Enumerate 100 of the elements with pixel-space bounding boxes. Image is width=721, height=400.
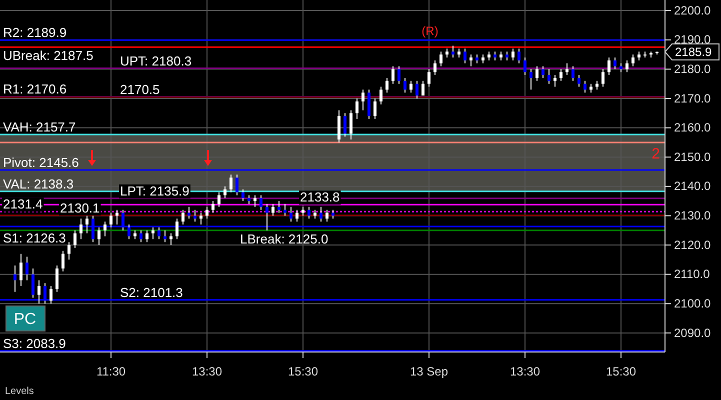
- candlestick: [380, 86, 382, 105]
- ref-line-label: 2130.1: [60, 200, 100, 216]
- candlestick: [194, 209, 196, 222]
- ref-line-label: R1: 2170.6: [3, 82, 67, 97]
- candlestick: [338, 110, 340, 143]
- candlestick: [566, 62, 568, 76]
- candlestick: [536, 66, 538, 82]
- ref-line-label: 2133.8: [300, 190, 340, 205]
- x-tick-label: 15:30: [288, 364, 318, 378]
- candlestick: [614, 56, 616, 70]
- candlestick: [530, 68, 532, 90]
- candlestick: [62, 250, 64, 272]
- candlestick: [98, 226, 100, 246]
- y-tick-label: 2140.0: [674, 179, 712, 194]
- ref-line-label: S3: 2083.9: [3, 336, 66, 351]
- candlestick: [224, 186, 226, 199]
- candlestick: [512, 48, 514, 61]
- candlestick: [434, 60, 436, 76]
- candlestick: [392, 66, 394, 84]
- ref-line-label: UBreak: 2187.5: [3, 48, 94, 64]
- candlestick: [182, 209, 184, 226]
- candlestick: [308, 206, 310, 220]
- candlestick: [464, 48, 466, 64]
- candlestick: [386, 77, 388, 94]
- candlestick: [80, 218, 82, 240]
- ref-line-label: R2: 2189.9: [3, 25, 67, 40]
- candlestick: [272, 203, 274, 216]
- x-tick-label: 11:30: [96, 364, 126, 378]
- candlestick: [626, 60, 628, 73]
- y-tick-label: 2110.0: [674, 267, 710, 282]
- candlestick: [50, 286, 52, 304]
- candlestick: [104, 221, 106, 237]
- candlestick: [524, 56, 526, 76]
- candlestick: [578, 74, 580, 88]
- candlestick: [212, 200, 214, 214]
- candlestick: [20, 253, 22, 287]
- candlestick: [296, 209, 298, 222]
- candlestick: [350, 110, 352, 140]
- y-tick-label: 2160.0: [674, 120, 712, 135]
- candlestick: [422, 80, 424, 96]
- ref-line-label: S1: 2126.3: [3, 230, 66, 246]
- candlestick: [518, 48, 520, 64]
- annotation: PC: [14, 311, 36, 328]
- candlestick: [326, 209, 328, 222]
- ref-line-label: 2170.5: [120, 82, 160, 98]
- y-tick-label: 2190.0: [674, 32, 712, 47]
- candlestick: [398, 66, 400, 84]
- candlestick: [242, 188, 244, 202]
- candlestick: [200, 212, 202, 226]
- candlestick: [320, 206, 322, 222]
- y-tick-label: 2200.0: [674, 3, 712, 18]
- candlestick: [452, 45, 454, 58]
- x-tick-label: 13:30: [192, 364, 222, 378]
- y-tick-label: 2090.0: [674, 326, 712, 340]
- candlestick: [572, 66, 574, 82]
- x-tick-label: 13 Sep: [410, 364, 448, 378]
- candlestick: [584, 80, 586, 94]
- y-tick-label: 2100.0: [674, 296, 712, 310]
- ref-line-label: Pivot: 2145.6: [3, 154, 79, 170]
- y-tick-label: 2120.0: [674, 238, 712, 252]
- text: Levels: [5, 386, 34, 397]
- candlestick: [632, 54, 634, 67]
- candlestick: [548, 68, 550, 84]
- y-tick-label: 2130.0: [674, 208, 712, 223]
- ref-line-label: VAH: 2157.7: [3, 120, 76, 135]
- annotation: (R): [422, 24, 438, 38]
- x-tick-label: 13:30: [510, 364, 540, 378]
- candlestick: [542, 66, 544, 78]
- candlestick: [410, 80, 412, 94]
- ref-line-label: VAL: 2138.3: [3, 176, 74, 192]
- candlestick: [440, 51, 442, 67]
- candlestick: [344, 112, 346, 138]
- candlestick: [164, 230, 166, 243]
- candlestick: [470, 54, 472, 67]
- candlestick: [356, 98, 358, 120]
- candlestick: [140, 230, 142, 243]
- candlestick: [290, 206, 292, 222]
- candlestick: [68, 242, 70, 260]
- y-tick-label: 2150.0: [674, 150, 712, 164]
- candlestick: [236, 174, 238, 196]
- candlestick: [608, 56, 610, 76]
- candlestick: [38, 280, 40, 304]
- y-tick-label: 2170.0: [674, 91, 712, 106]
- ref-line-label: LPT: 2135.9: [120, 183, 190, 198]
- ref-line-label: S2: 2101.3: [120, 284, 183, 300]
- candlestick: [176, 218, 178, 240]
- candlestick: [254, 194, 256, 208]
- annotation: 2: [652, 145, 660, 162]
- candlestick: [206, 206, 208, 220]
- candlestick: [362, 89, 364, 111]
- y-tick-label: 2180.0: [674, 62, 712, 76]
- candlestick: [404, 77, 406, 94]
- candlestick: [86, 215, 88, 234]
- candlestick: [284, 203, 286, 216]
- candlestick: [152, 226, 154, 240]
- text: 2185.9: [675, 44, 712, 59]
- ref-line-label: 2131.4: [3, 196, 43, 212]
- candlestick: [74, 230, 76, 248]
- candlestick: [260, 194, 262, 210]
- candlestick: [602, 68, 604, 88]
